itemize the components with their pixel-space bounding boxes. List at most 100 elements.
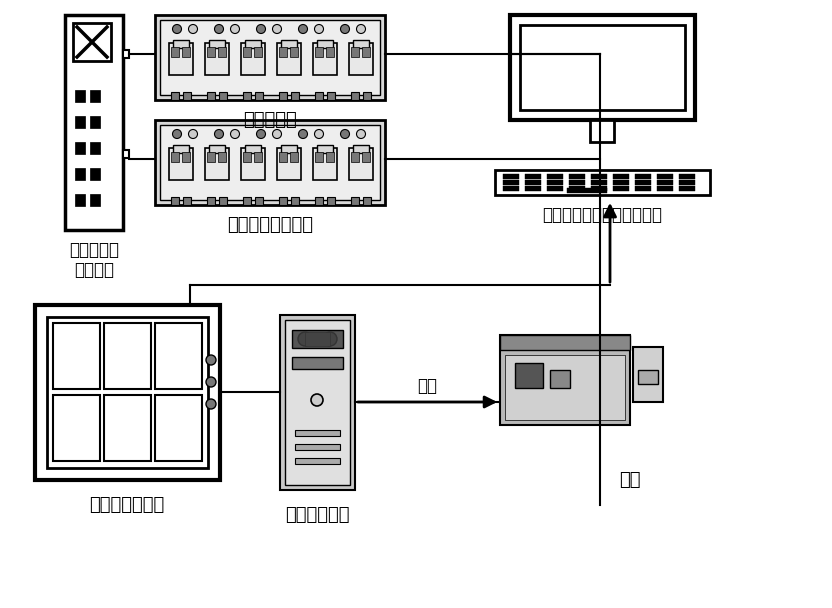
Bar	[313, 43, 337, 75]
Bar	[280, 315, 355, 490]
Bar	[547, 180, 563, 185]
Circle shape	[356, 24, 365, 33]
Bar	[73, 23, 111, 61]
Bar	[679, 180, 695, 185]
Bar	[569, 180, 585, 185]
Bar	[327, 197, 335, 205]
Bar	[495, 170, 710, 195]
Bar	[75, 90, 85, 102]
Bar	[279, 47, 287, 57]
Bar	[550, 370, 570, 388]
Bar	[505, 355, 625, 420]
Bar	[503, 174, 519, 179]
Text: 自动化数据采集或仿真软件: 自动化数据采集或仿真软件	[542, 206, 662, 224]
Bar	[104, 395, 151, 461]
Circle shape	[314, 24, 324, 33]
Bar	[207, 47, 215, 57]
Bar	[315, 47, 323, 57]
Bar	[90, 168, 100, 180]
Bar	[591, 180, 607, 185]
Bar	[209, 145, 225, 153]
Bar	[292, 330, 343, 348]
Bar	[349, 148, 373, 180]
Bar	[326, 152, 334, 162]
Bar	[510, 15, 695, 120]
Bar	[90, 142, 100, 154]
Bar	[295, 458, 340, 464]
Bar	[351, 92, 359, 100]
Bar	[90, 194, 100, 206]
Bar	[207, 92, 215, 100]
Bar	[326, 47, 334, 57]
Bar	[169, 148, 193, 180]
Bar	[635, 186, 651, 191]
Circle shape	[256, 24, 265, 33]
Bar	[281, 145, 297, 153]
Bar	[183, 197, 191, 205]
Bar	[353, 145, 369, 153]
Bar	[291, 197, 299, 205]
Bar	[219, 92, 227, 100]
Circle shape	[189, 130, 197, 139]
Bar	[182, 47, 190, 57]
Bar	[317, 40, 333, 48]
Bar	[183, 92, 191, 100]
Circle shape	[323, 332, 337, 346]
Circle shape	[298, 332, 312, 346]
Bar	[281, 40, 297, 48]
Bar	[75, 116, 85, 128]
Bar	[254, 47, 262, 57]
Text: 路由: 路由	[619, 471, 641, 489]
Text: 信号模拟器: 信号模拟器	[243, 111, 297, 129]
Bar	[638, 370, 658, 384]
Bar	[363, 197, 371, 205]
Bar	[317, 145, 333, 153]
Bar	[279, 152, 287, 162]
Bar	[171, 47, 179, 57]
Bar	[613, 174, 629, 179]
Bar	[315, 197, 323, 205]
Bar	[679, 174, 695, 179]
Bar	[285, 320, 350, 485]
Bar	[657, 186, 673, 191]
Bar	[635, 180, 651, 185]
Bar	[207, 152, 215, 162]
Bar	[277, 43, 301, 75]
Bar	[245, 40, 261, 48]
Text: 信号采集及侦听器: 信号采集及侦听器	[227, 216, 313, 234]
Bar	[327, 92, 335, 100]
Bar	[53, 395, 100, 461]
Circle shape	[206, 399, 216, 409]
Bar	[362, 47, 370, 57]
Circle shape	[299, 130, 308, 139]
Bar	[65, 15, 123, 230]
Bar	[525, 186, 541, 191]
Bar	[349, 43, 373, 75]
Bar	[500, 335, 630, 350]
Bar	[171, 152, 179, 162]
Circle shape	[273, 24, 281, 33]
Bar	[169, 43, 193, 75]
Bar	[243, 197, 251, 205]
Bar	[351, 47, 359, 57]
Bar	[633, 347, 663, 402]
Circle shape	[189, 24, 197, 33]
Bar	[75, 142, 85, 154]
Bar	[305, 332, 330, 346]
Bar	[155, 15, 385, 100]
Circle shape	[311, 394, 323, 406]
Bar	[171, 197, 179, 205]
Bar	[613, 186, 629, 191]
Bar	[243, 92, 251, 100]
Bar	[277, 148, 301, 180]
Bar	[591, 186, 607, 191]
Text: 地面测试线
缆转接盒: 地面测试线 缆转接盒	[69, 241, 119, 280]
Circle shape	[314, 130, 324, 139]
Circle shape	[356, 130, 365, 139]
Bar	[315, 92, 323, 100]
Circle shape	[340, 24, 349, 33]
Bar	[75, 194, 85, 206]
Bar	[363, 92, 371, 100]
Bar	[547, 186, 563, 191]
Bar	[292, 357, 343, 369]
